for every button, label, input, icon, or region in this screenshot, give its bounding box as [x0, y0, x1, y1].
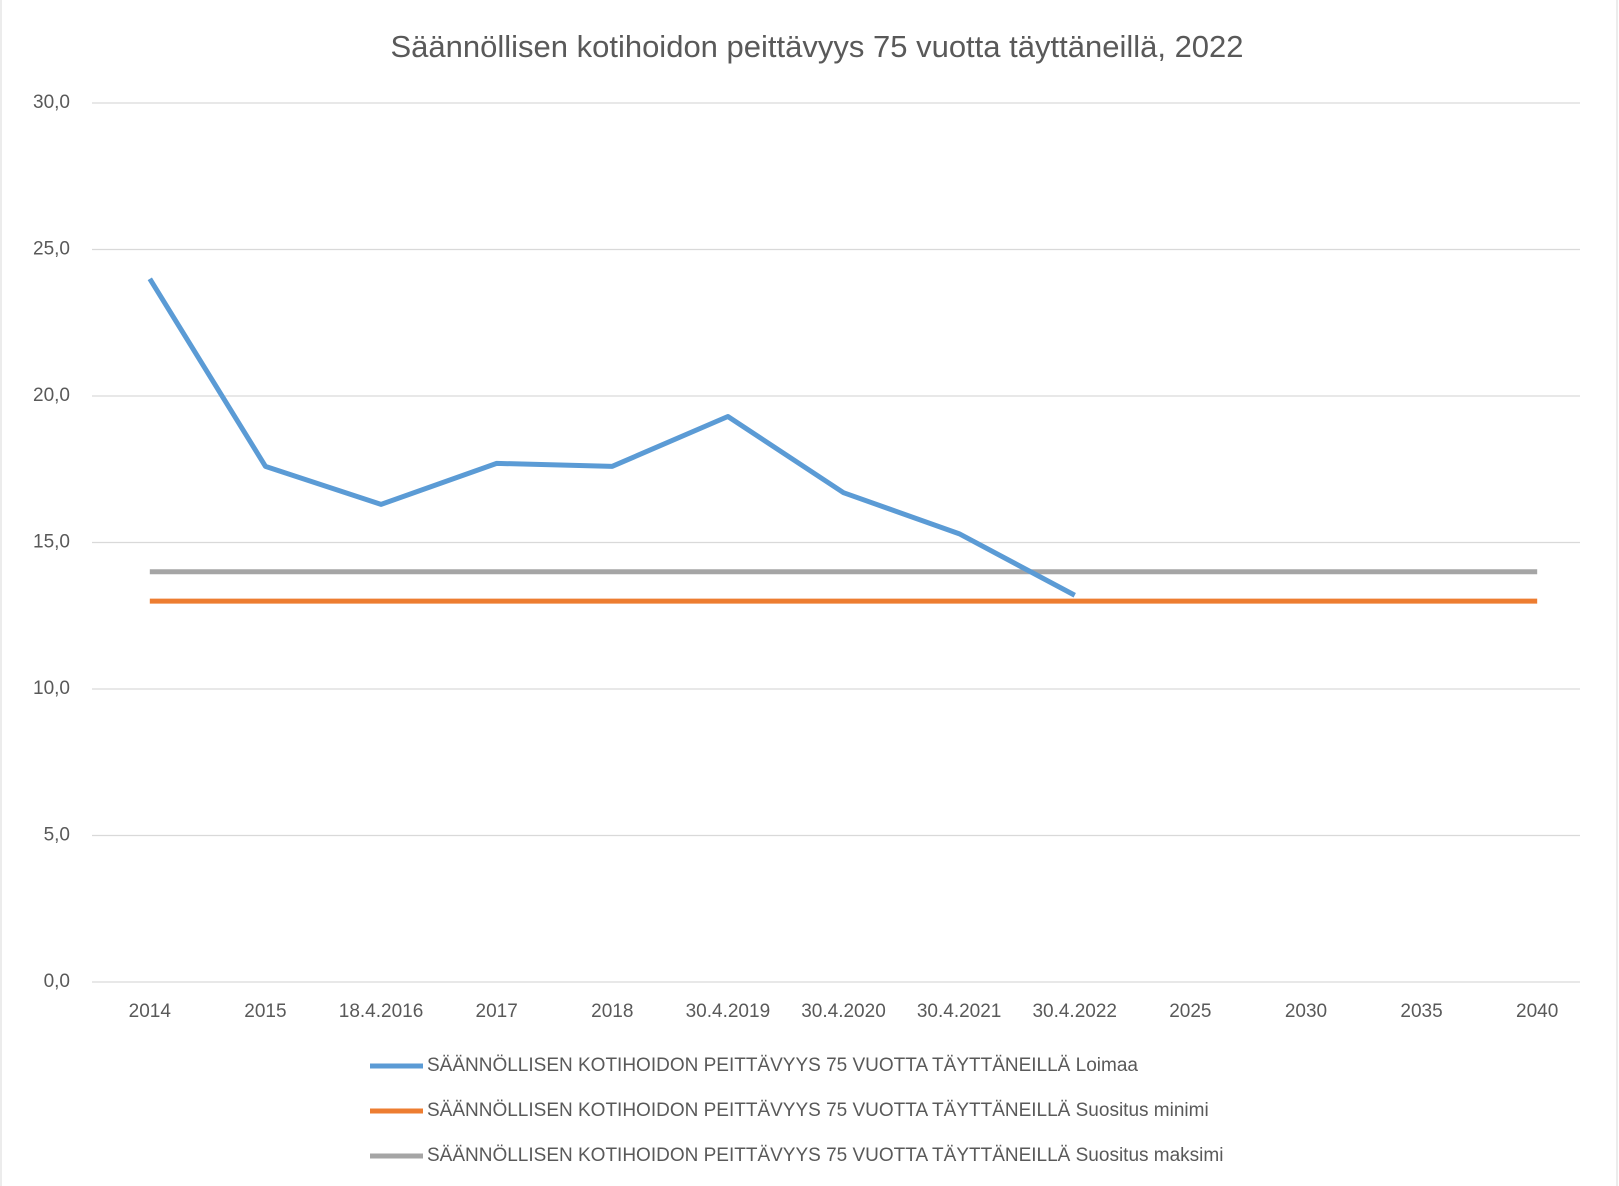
y-tick-label: 30,0 [33, 92, 70, 113]
x-tick-label: 2040 [1516, 1001, 1558, 1022]
legend-label: SÄÄNNÖLLISEN KOTIHOIDON PEITTÄVYYS 75 VU… [427, 1145, 1223, 1166]
x-tick-label: 2025 [1169, 1001, 1211, 1022]
x-tick-label: 2030 [1285, 1001, 1327, 1022]
x-tick-label: 30.4.2020 [801, 1001, 886, 1022]
x-tick-label: 30.4.2019 [686, 1001, 771, 1022]
x-tick-label: 2017 [476, 1001, 518, 1022]
y-tick-label: 15,0 [33, 532, 70, 553]
y-tick-label: 0,0 [44, 971, 70, 992]
x-tick-label: 18.4.2016 [339, 1001, 424, 1022]
y-tick-label: 10,0 [33, 678, 70, 699]
x-tick-label: 2018 [591, 1001, 633, 1022]
legend-label: SÄÄNNÖLLISEN KOTIHOIDON PEITTÄVYYS 75 VU… [427, 1100, 1209, 1121]
y-tick-label: 20,0 [33, 385, 70, 406]
chart-title: Säännöllisen kotihoidon peittävyys 75 vu… [390, 29, 1243, 64]
x-tick-label: 2014 [129, 1001, 172, 1022]
y-tick-label: 25,0 [33, 239, 70, 260]
x-tick-label: 30.4.2022 [1032, 1001, 1117, 1022]
series-line [147, 277, 1076, 598]
x-tick-label: 2035 [1400, 1001, 1442, 1022]
y-tick-label: 5,0 [44, 825, 70, 846]
x-tick-label: 2015 [244, 1001, 286, 1022]
x-tick-label: 30.4.2021 [917, 1001, 1002, 1022]
legend-label: SÄÄNNÖLLISEN KOTIHOIDON PEITTÄVYYS 75 VU… [427, 1055, 1138, 1076]
